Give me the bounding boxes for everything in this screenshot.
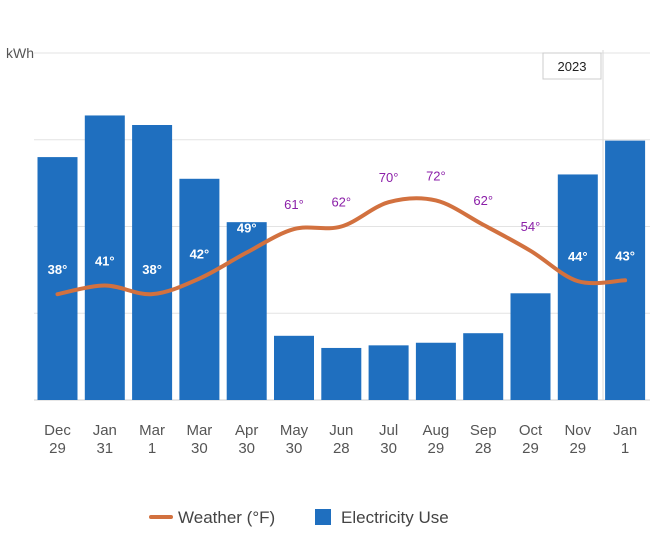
- electricity-bar[interactable]: [605, 140, 646, 400]
- x-tick-month: Jun: [329, 422, 353, 439]
- electricity-bar[interactable]: [510, 293, 551, 400]
- temperature-label: 41°: [95, 253, 115, 268]
- temperature-label: 49°: [237, 221, 257, 236]
- x-tick-day: 28: [475, 440, 492, 457]
- temperature-labels: 38° 41° 38° 42° 49° 61° 62° 70° 72° 62° 54° 44° 43°: [48, 168, 635, 277]
- electricity-bar[interactable]: [557, 174, 598, 400]
- legend-electricity-swatch: [315, 509, 331, 525]
- x-tick-day: 30: [238, 440, 255, 457]
- legend: Weather (°F) Electricity Use: [149, 508, 449, 527]
- electricity-bar[interactable]: [226, 222, 267, 400]
- x-tick-day: 30: [191, 440, 208, 457]
- x-tick-month: Aug: [423, 422, 450, 439]
- x-tick-month: Jul: [379, 422, 398, 439]
- x-tick-month: Dec: [44, 422, 71, 439]
- x-tick-month: Apr: [235, 422, 258, 439]
- x-tick-month: Jan: [93, 422, 117, 439]
- x-tick-month: Sep: [470, 422, 497, 439]
- x-tick-day: 29: [569, 440, 586, 457]
- x-tick-month: Mar: [186, 422, 212, 439]
- electricity-bar[interactable]: [84, 115, 125, 401]
- legend-electricity-label: Electricity Use: [341, 508, 449, 527]
- x-tick-day: 31: [96, 440, 113, 457]
- temperature-label: 61°: [284, 197, 304, 212]
- x-tick-day: 29: [522, 440, 539, 457]
- x-tick-day: 28: [333, 440, 350, 457]
- temperature-label: 42°: [190, 247, 210, 262]
- electricity-bar[interactable]: [368, 345, 409, 400]
- electricity-bar[interactable]: [415, 342, 456, 400]
- temperature-label: 72°: [426, 168, 446, 183]
- temperature-label: 62°: [331, 195, 351, 210]
- x-tick-month: May: [280, 422, 309, 439]
- x-tick-day: 1: [621, 440, 629, 457]
- temperature-label: 43°: [615, 248, 635, 263]
- electricity-bar[interactable]: [132, 125, 173, 400]
- legend-weather-label: Weather (°F): [178, 508, 275, 527]
- electricity-bar[interactable]: [37, 157, 78, 400]
- temperature-label: 38°: [142, 262, 162, 277]
- y-axis-unit-label: kWh: [6, 45, 34, 61]
- electricity-bar[interactable]: [274, 335, 314, 400]
- temperature-label: 38°: [48, 262, 68, 277]
- temperature-label: 54°: [521, 219, 541, 234]
- temperature-label: 44°: [568, 249, 588, 264]
- temperature-label: 62°: [473, 193, 493, 208]
- electricity-bar[interactable]: [463, 333, 504, 400]
- x-tick-day: 29: [49, 440, 66, 457]
- electricity-bar[interactable]: [321, 347, 362, 400]
- year-marker: 2023: [542, 50, 604, 400]
- weather-line: [55, 196, 628, 297]
- x-axis-labels: Dec29Jan31Mar1Mar30Apr30May30Jun28Jul30A…: [44, 422, 637, 457]
- year-marker-label: 2023: [558, 59, 587, 74]
- x-tick-month: Oct: [519, 422, 543, 439]
- bar-series: [37, 115, 646, 401]
- x-tick-day: 1: [148, 440, 156, 457]
- x-tick-month: Nov: [564, 422, 591, 439]
- temperature-label: 70°: [379, 170, 399, 185]
- x-tick-month: Mar: [139, 422, 165, 439]
- x-tick-day: 29: [428, 440, 445, 457]
- x-tick-month: Jan: [613, 422, 637, 439]
- electricity-bar[interactable]: [179, 178, 220, 400]
- year-marker-box: [542, 52, 602, 80]
- x-tick-day: 30: [286, 440, 303, 457]
- x-tick-day: 30: [380, 440, 397, 457]
